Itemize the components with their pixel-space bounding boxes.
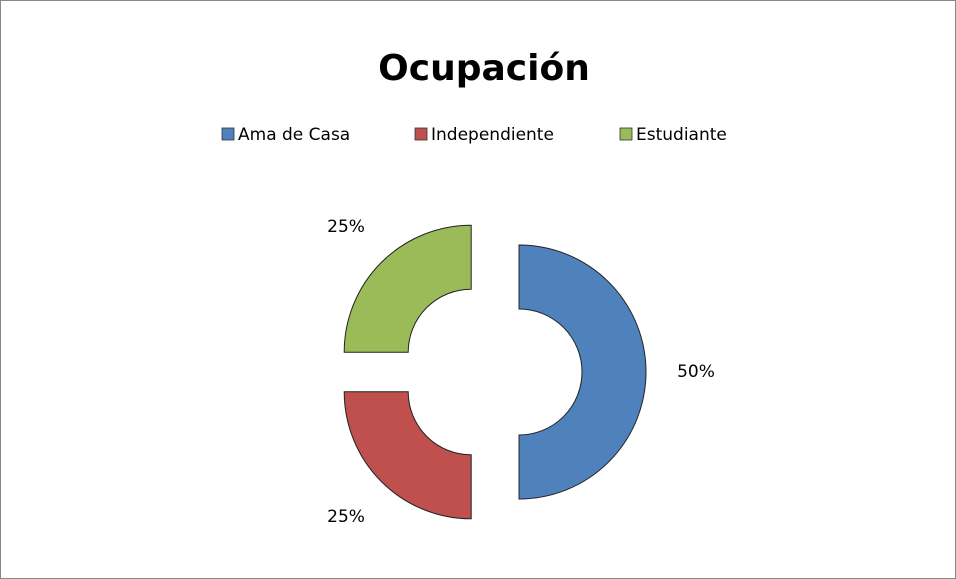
- legend-label: Estudiante: [636, 125, 727, 145]
- data-label: 50%: [677, 362, 715, 382]
- data-label: 25%: [327, 507, 365, 527]
- legend-swatch: [619, 127, 633, 141]
- legend-swatch: [414, 127, 428, 141]
- legend-label: Independiente: [431, 125, 554, 145]
- doughnut-segment: [518, 244, 647, 500]
- chart-title: Ocupación: [378, 48, 590, 89]
- legend-swatch: [221, 127, 235, 141]
- doughnut-segment: [343, 391, 472, 520]
- doughnut-segment: [343, 224, 472, 353]
- data-label: 25%: [327, 217, 365, 237]
- legend-label: Ama de Casa: [238, 125, 350, 145]
